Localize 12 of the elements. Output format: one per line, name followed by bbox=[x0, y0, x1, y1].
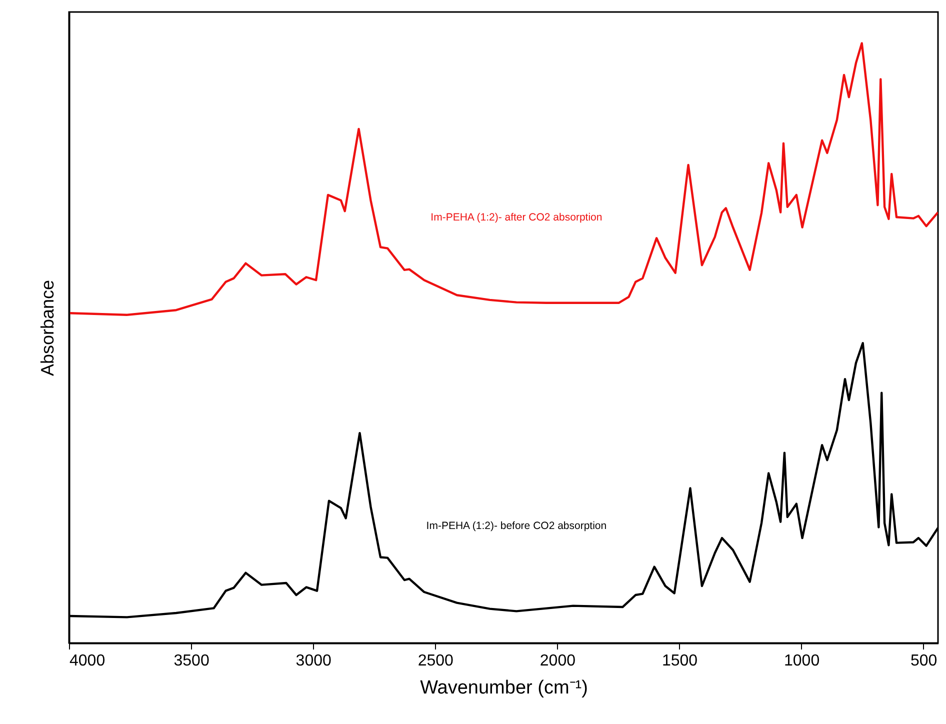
x-tick-label: 3500 bbox=[174, 652, 210, 670]
x-tick-label: 1500 bbox=[662, 652, 698, 670]
x-axis-title: Wavenumber (cm⁻¹) bbox=[420, 678, 588, 698]
text: Im-PEHA (1:2)- before CO2 absorption bbox=[426, 520, 607, 532]
x-tick-label: 500 bbox=[910, 652, 938, 670]
x-tick-label: 2000 bbox=[540, 652, 576, 670]
y-axis-title: Absorbance bbox=[38, 280, 58, 376]
x-tick-label: 2500 bbox=[418, 652, 454, 670]
text: Im-PEHA (1:2)- after CO2 absorption bbox=[430, 211, 602, 224]
x-tick-label: 3000 bbox=[296, 652, 332, 670]
x-tick-label: 4000 bbox=[70, 652, 106, 670]
x-tick-label: 1000 bbox=[784, 652, 820, 670]
